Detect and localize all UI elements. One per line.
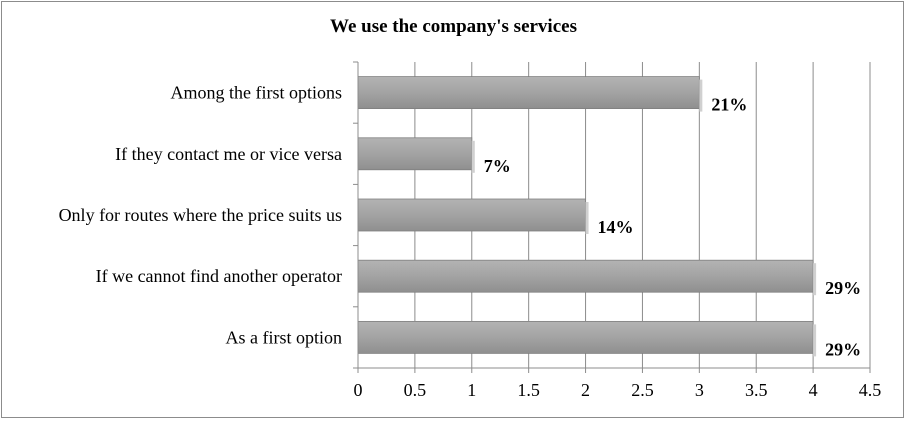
x-tick-label: 1.5 xyxy=(517,380,540,400)
x-tick-label: 0.5 xyxy=(404,380,427,400)
category-label: If we cannot find another operator xyxy=(96,266,342,286)
bar-shadow xyxy=(699,79,703,112)
data-label: 7% xyxy=(484,156,511,176)
x-tick-label: 2 xyxy=(581,380,590,400)
bar-shadow xyxy=(471,140,475,173)
labels: 0 0.5 1 1.5 2 2.5 3 3.5 4 4.5 Among the first opti… xyxy=(59,83,882,400)
x-tick-label: 4 xyxy=(809,380,818,400)
bar xyxy=(357,198,586,232)
x-tick-label: 4.5 xyxy=(859,380,882,400)
bar xyxy=(357,259,814,293)
data-label: 29% xyxy=(825,278,861,298)
bar-shadow xyxy=(813,263,817,296)
x-tick-label: 0 xyxy=(354,380,363,400)
x-tick-label: 2.5 xyxy=(631,380,654,400)
category-label: Only for routes where the price suits us xyxy=(59,205,342,225)
x-tick-label: 3.5 xyxy=(745,380,768,400)
category-label: Among the first options xyxy=(171,83,343,103)
bar xyxy=(357,76,700,109)
bar xyxy=(357,137,473,171)
chart-title: We use the company's services xyxy=(330,16,577,37)
data-label: 14% xyxy=(598,217,634,237)
bar-shadow xyxy=(585,202,589,234)
data-label: 29% xyxy=(825,339,861,359)
bars xyxy=(357,76,817,357)
axes xyxy=(353,61,871,373)
bar xyxy=(357,320,814,354)
x-tick-label: 3 xyxy=(695,380,704,400)
category-label: If they contact me or vice versa xyxy=(115,144,342,164)
bar-shadow xyxy=(813,324,817,357)
x-tick-label: 1 xyxy=(467,380,476,400)
category-label: As a first option xyxy=(226,327,343,347)
data-label: 21% xyxy=(711,95,747,115)
